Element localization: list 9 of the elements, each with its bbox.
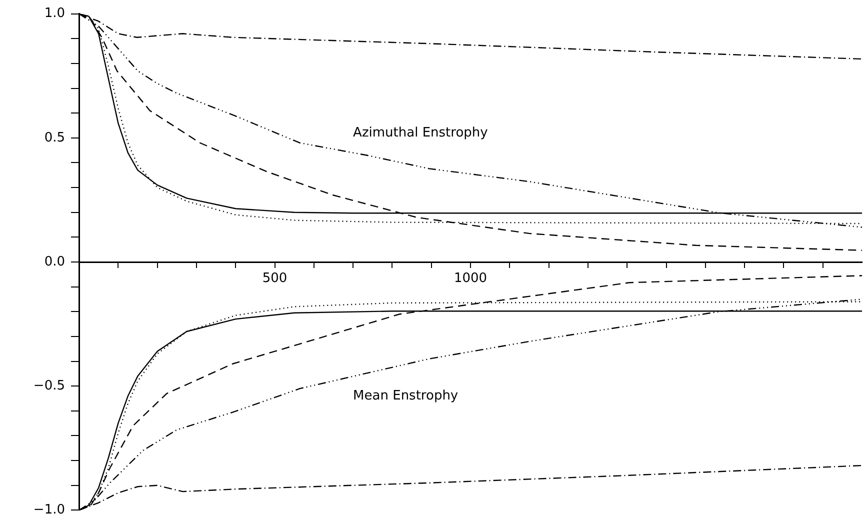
- y-tick-label: −0.5: [33, 378, 65, 394]
- y-tick-label: −1.0: [33, 502, 65, 518]
- annotation: Mean Enstrophy: [353, 388, 458, 404]
- y-tick-label: 0.0: [44, 254, 65, 270]
- y-tick-label: 1.0: [44, 6, 65, 22]
- y-tick-label: 0.5: [44, 130, 65, 146]
- x-tick-label: 500: [262, 271, 288, 286]
- x-tick-label: 1000: [454, 271, 488, 286]
- annotation: Azimuthal Enstrophy: [353, 125, 488, 140]
